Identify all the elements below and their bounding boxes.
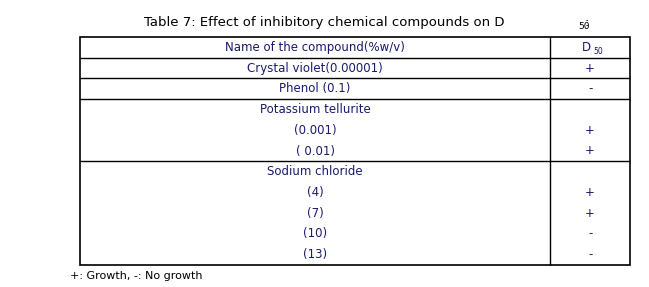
Text: -: - [588,82,593,95]
Text: Table 7: Effect of inhibitory chemical compounds on D: Table 7: Effect of inhibitory chemical c… [144,15,505,28]
Text: (0.001): (0.001) [294,124,336,137]
Text: 50: 50 [578,22,590,31]
Bar [80,37,630,265]
Text: :: : [584,15,589,28]
Text: (10): (10) [303,227,327,241]
Text: +: + [585,186,595,199]
Text: Sodium chloride: Sodium chloride [267,165,363,178]
Text: +: + [585,207,595,220]
Text: (4): (4) [307,186,323,199]
Text: -: - [588,227,593,241]
Text: +: Growth, -: No growth: +: Growth, -: No growth [70,271,202,281]
Text: +: + [585,124,595,137]
Text: Phenol (0.1): Phenol (0.1) [280,82,351,95]
Text: +: + [585,144,595,158]
Text: D: D [582,41,591,54]
Text: -: - [588,248,593,261]
Text: ( 0.01): ( 0.01) [296,144,335,158]
Text: +: + [585,62,595,75]
Text: Potassium tellurite: Potassium tellurite [260,103,371,116]
Text: Name of the compound(%w/v): Name of the compound(%w/v) [225,41,405,54]
Text: (13): (13) [303,248,327,261]
Text: Crystal violet(0.00001): Crystal violet(0.00001) [247,62,383,75]
Text: 50: 50 [593,47,603,56]
Text: (7): (7) [307,207,323,220]
